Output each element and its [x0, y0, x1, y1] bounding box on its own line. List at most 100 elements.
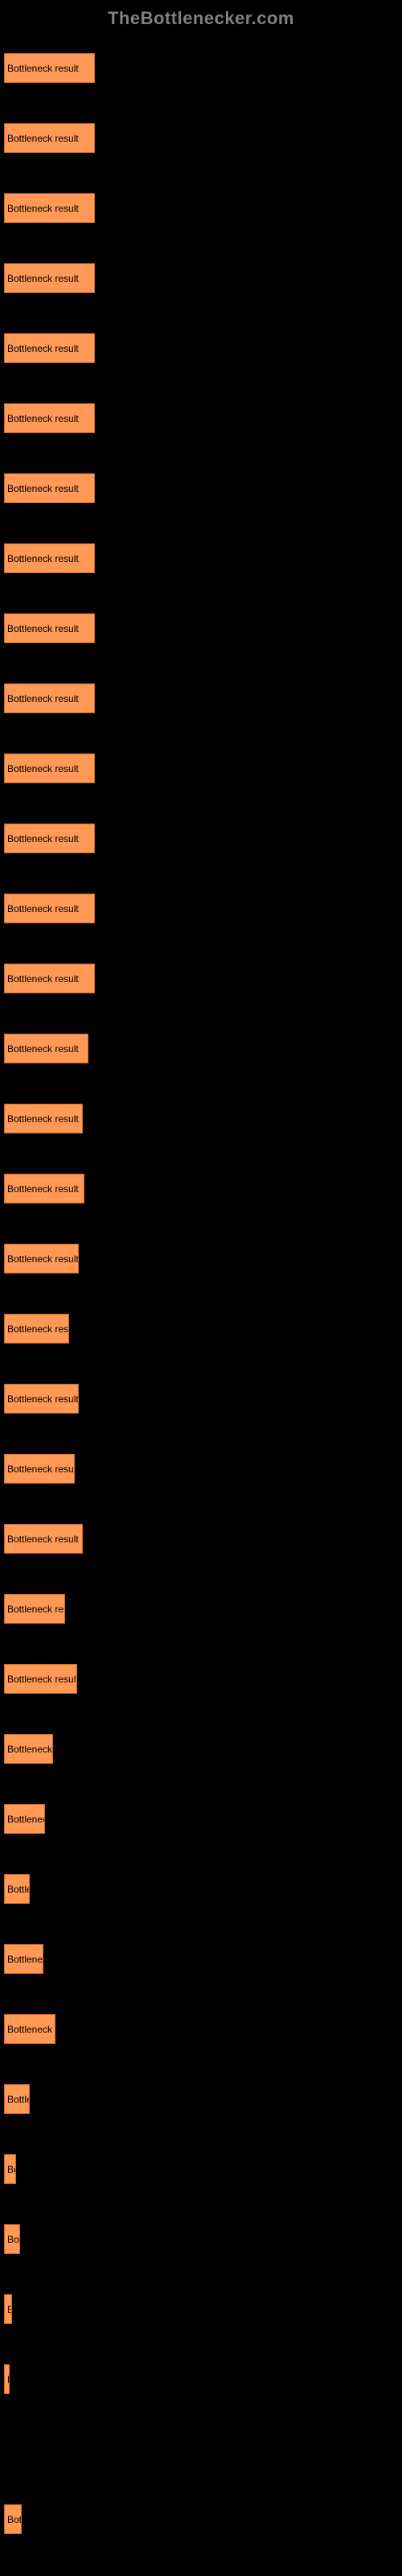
bar-row: Bottleneck result	[4, 2014, 398, 2044]
bar-row: Bottleneck result	[4, 2364, 398, 2394]
bar-row: Bottleneck result	[4, 543, 398, 573]
bar-row: Bottleneck result	[4, 263, 398, 293]
bar-row: Bottleneck result	[4, 2154, 398, 2184]
site-title: TheBottlenecker.com	[108, 8, 294, 28]
bar-row: Bottleneck result	[4, 403, 398, 433]
bar: Bottleneck result	[4, 2084, 30, 2114]
bar-row: Bottleneck result	[4, 824, 398, 853]
bar-label: Bottleneck result	[7, 1393, 79, 1405]
bar: Bottleneck result	[4, 1454, 75, 1484]
bar-label: Bottleneck result	[7, 2024, 55, 2035]
bar-label: Bottleneck result	[7, 2374, 10, 2385]
bar-label: Bottleneck result	[7, 1113, 79, 1125]
bar-row: Bottleneck result	[4, 683, 398, 713]
bar-label: Bottleneck result	[7, 1323, 69, 1335]
bar: Bottleneck result	[4, 2224, 20, 2254]
bar-row: Bottleneck result	[4, 193, 398, 223]
bar-row: Bottleneck result	[4, 473, 398, 503]
bar-label: Bottleneck result	[7, 413, 79, 424]
bar-label: Bottleneck result	[7, 623, 79, 634]
bar-row: Bottleneck result	[4, 1524, 398, 1554]
bar: Bottleneck result	[4, 1104, 83, 1133]
bar-label: Bottleneck result	[7, 1604, 65, 1615]
bar: Bottleneck result	[4, 824, 95, 853]
bar-row: Bottleneck result	[4, 1384, 398, 1414]
bar-row: Bottleneck result	[4, 1594, 398, 1624]
bar: Bottleneck result	[4, 2294, 12, 2324]
bar: Bottleneck result	[4, 753, 95, 783]
bar-row: Bottleneck result	[4, 1034, 398, 1063]
bar-row: Bottleneck result	[4, 123, 398, 153]
bar-label: Bottleneck result	[7, 2514, 22, 2525]
bar: Bottleneck result	[4, 2014, 55, 2044]
bar-label: Bottleneck result	[7, 63, 79, 74]
bar-chart: Bottleneck result Bottleneck result Bottle…	[0, 53, 402, 2534]
bar-label: Bottleneck result	[7, 1043, 79, 1055]
bar-row: Bottleneck result	[4, 1174, 398, 1203]
bar-label: Bottleneck result	[7, 553, 79, 564]
bar-label: Bottleneck result	[7, 693, 79, 704]
bar-label: Bottleneck result	[7, 1954, 43, 1965]
bar-row: Bottleneck result	[4, 53, 398, 83]
bar-label: Bottleneck result	[7, 2094, 30, 2105]
bar-label: Bottleneck result	[7, 1534, 79, 1545]
bar: Bottleneck result	[4, 193, 95, 223]
bar-label: Bottleneck result	[7, 1674, 77, 1685]
bar-label: Bottleneck result	[7, 903, 79, 914]
bar-label: Bottleneck result	[7, 1814, 45, 1825]
bar-label: Bottleneck result	[7, 763, 79, 774]
bar-label: Bottleneck result	[7, 2234, 20, 2245]
bar: Bottleneck result	[4, 123, 95, 153]
bar-label: Bottleneck result	[7, 1463, 75, 1475]
bar: Bottleneck result	[4, 683, 95, 713]
bar-row: Bottleneck result	[4, 1874, 398, 1904]
bar-label: Bottleneck result	[7, 2164, 16, 2175]
bar: Bottleneck result	[4, 53, 95, 83]
bar-row: Bottleneck result	[4, 1664, 398, 1694]
bar: Bottleneck result	[4, 333, 95, 363]
bar-row: Bottleneck result	[4, 964, 398, 993]
bar-row: Bottleneck result	[4, 1104, 398, 1133]
bar: Bottleneck result	[4, 1944, 43, 1974]
bar-row: Bottleneck result	[4, 753, 398, 783]
bar: Bottleneck result	[4, 543, 95, 573]
bar-row: Bottleneck result	[4, 2504, 398, 2534]
bar: Bottleneck result	[4, 2364, 10, 2394]
bar-row: Bottleneck result	[4, 1804, 398, 1834]
bar: Bottleneck result	[4, 1874, 30, 1904]
bar: Bottleneck result	[4, 1034, 88, 1063]
bar-row: Bottleneck result	[4, 1314, 398, 1344]
bar-label: Bottleneck result	[7, 273, 79, 284]
bar-row: Bottleneck result	[4, 2084, 398, 2114]
site-header: TheBottlenecker.com	[0, 8, 402, 29]
bar-label: Bottleneck result	[7, 483, 79, 494]
bar-label: Bottleneck result	[7, 133, 79, 144]
bar-label: Bottleneck result	[7, 833, 79, 844]
bar: Bottleneck result	[4, 894, 95, 923]
bar-label: Bottleneck result	[7, 1253, 79, 1265]
bar-label: Bottleneck result	[7, 1884, 30, 1895]
bar-row: Bottleneck result	[4, 1454, 398, 1484]
bar: Bottleneck result	[4, 473, 95, 503]
bar: Bottleneck result	[4, 403, 95, 433]
bar: Bottleneck result	[4, 2504, 22, 2534]
bar: Bottleneck result	[4, 964, 95, 993]
bar-row	[4, 2434, 398, 2464]
bar-row: Bottleneck result	[4, 2224, 398, 2254]
bar-row: Bottleneck result	[4, 1734, 398, 1764]
bar: Bottleneck result	[4, 1804, 45, 1834]
bar: Bottleneck result	[4, 1664, 77, 1694]
bar-row: Bottleneck result	[4, 1944, 398, 1974]
bar: Bottleneck result	[4, 1524, 83, 1554]
bar-label: Bottleneck result	[7, 2304, 12, 2315]
bar-label: Bottleneck result	[7, 203, 79, 214]
bar: Bottleneck result	[4, 1244, 79, 1274]
bar: Bottleneck result	[4, 1734, 53, 1764]
bar-label: Bottleneck result	[7, 1744, 53, 1755]
bar: Bottleneck result	[4, 1314, 69, 1344]
bar: Bottleneck result	[4, 1174, 84, 1203]
bar-label: Bottleneck result	[7, 1183, 79, 1195]
bar-row: Bottleneck result	[4, 333, 398, 363]
bar-row: Bottleneck result	[4, 894, 398, 923]
bar-row: Bottleneck result	[4, 2294, 398, 2324]
